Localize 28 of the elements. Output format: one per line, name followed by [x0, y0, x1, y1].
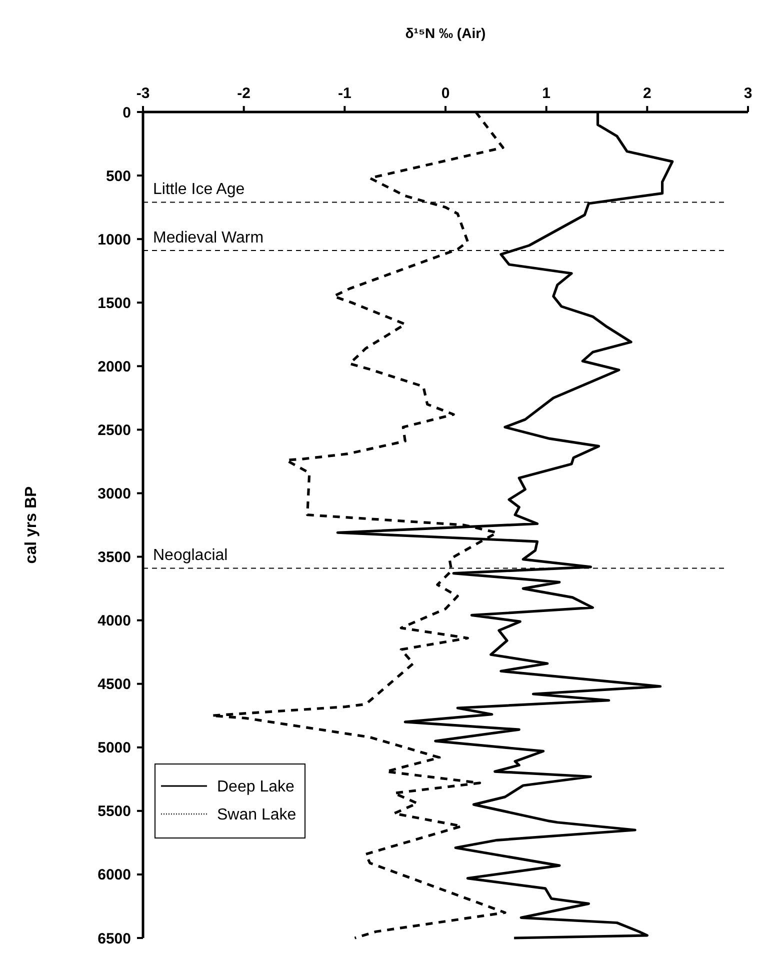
y-tick-label: 1000 [98, 231, 131, 248]
x-tick-label: 2 [642, 85, 652, 102]
y-tick-label: 4500 [98, 676, 131, 694]
x-tick-label: 0 [441, 85, 450, 102]
y-tick-label: 1500 [98, 294, 131, 312]
ref-line-label: Medieval Warm [153, 230, 264, 247]
ref-line-label: Neoglacial [153, 547, 228, 564]
x-tick-label: -3 [136, 85, 150, 102]
x-tick-label: -2 [237, 85, 251, 102]
y-tick-label: 500 [106, 168, 131, 185]
y-tick-label: 3500 [98, 549, 131, 566]
legend-label: Swan Lake [217, 806, 296, 824]
y-tick-label: 3000 [98, 485, 131, 502]
y-axis-title: cal yrs BP [23, 486, 40, 564]
y-tick-label: 0 [122, 104, 131, 122]
y-tick-label: 2500 [98, 422, 131, 439]
y-tick-label: 2000 [98, 358, 131, 376]
y-tick-label: 6000 [98, 866, 131, 884]
x-axis-title: δ¹⁵N ‰ (Air) [405, 25, 486, 41]
y-tick-label: 4000 [98, 612, 131, 630]
y-tick-label: 6500 [98, 930, 131, 948]
y-tick-label: 5000 [98, 740, 131, 757]
x-tick-label: -1 [338, 85, 352, 102]
y-tick-label: 5500 [98, 803, 131, 820]
legend-label: Deep Lake [217, 778, 294, 796]
ref-line-label: Little Ice Age [153, 181, 245, 198]
x-tick-label: 1 [542, 85, 551, 102]
x-tick-label: 3 [744, 85, 752, 102]
